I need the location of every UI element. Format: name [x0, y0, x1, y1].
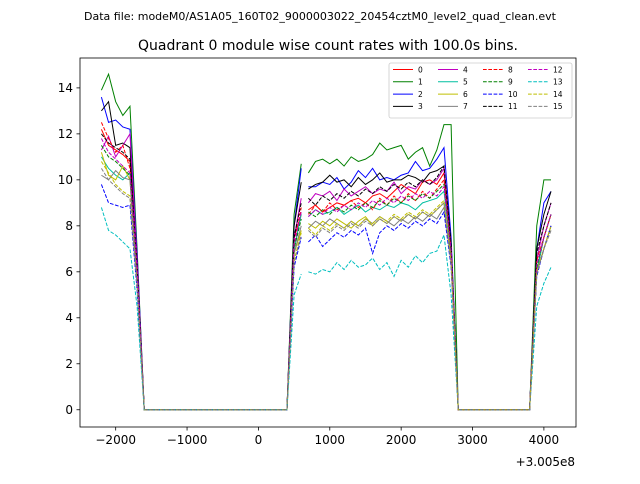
y-tick-label: 6: [65, 265, 73, 279]
series-line-8: [100, 122, 552, 411]
series-line-3: [101, 100, 552, 411]
legend-label-5: 5: [463, 78, 468, 87]
y-tick-label: 12: [58, 127, 73, 141]
legend-box: [388, 62, 573, 119]
series-group: [100, 72, 552, 411]
legend-label-0: 0: [418, 65, 423, 74]
y-tick-label: 10: [58, 173, 73, 187]
legend-label-15: 15: [553, 102, 563, 111]
y-tick-label: 14: [58, 81, 73, 95]
series-line-5: [100, 156, 552, 411]
legend-label-14: 14: [553, 90, 563, 99]
legend-label-8: 8: [508, 65, 513, 74]
series-line-0: [100, 129, 552, 411]
series-line-13: [100, 207, 552, 411]
legend-label-11: 11: [508, 102, 518, 111]
series-line-11: [101, 133, 552, 411]
series-line-4: [100, 132, 552, 411]
legend-label-4: 4: [463, 65, 468, 74]
axes-frame: [79, 57, 577, 428]
legend-label-10: 10: [508, 90, 518, 99]
x-tick-label: 2000: [386, 433, 417, 447]
legend-label-6: 6: [463, 90, 468, 99]
chart-title: Quadrant 0 module wise count rates with …: [138, 38, 518, 54]
y-tick-label: 4: [65, 311, 73, 325]
series-line-7: [101, 169, 552, 411]
series-line-6: [100, 152, 552, 411]
series-line-14: [100, 161, 552, 411]
x-tick-label: 4000: [529, 433, 560, 447]
series-line-1: [100, 72, 552, 411]
series-line-10: [100, 184, 552, 411]
x-tick-label: 3000: [457, 433, 488, 447]
legend-label-3: 3: [418, 102, 423, 111]
x-tick-label: 1000: [315, 433, 346, 447]
legend-label-9: 9: [508, 78, 513, 87]
x-tick-label: −2000: [95, 433, 136, 447]
y-tick-label: 8: [65, 219, 73, 233]
y-tick-label: 0: [65, 403, 73, 417]
legend-label-13: 13: [553, 78, 563, 87]
legend-label-7: 7: [463, 102, 468, 111]
series-line-2: [100, 96, 552, 411]
legend-label-2: 2: [418, 90, 423, 99]
x-tick-label: 0: [255, 433, 263, 447]
plot-area: [100, 72, 552, 411]
y-tick-label: 2: [65, 357, 73, 371]
series-line-15: [100, 168, 552, 411]
series-line-9: [100, 145, 552, 411]
legend-label-12: 12: [553, 65, 563, 74]
legend-label-1: 1: [418, 78, 423, 87]
x-axis-offset-label: +3.005e8: [516, 455, 575, 469]
figure-suptitle: Data file: modeM0/AS1A05_160T02_90000030…: [84, 10, 557, 23]
x-tick-label: −1000: [167, 433, 208, 447]
